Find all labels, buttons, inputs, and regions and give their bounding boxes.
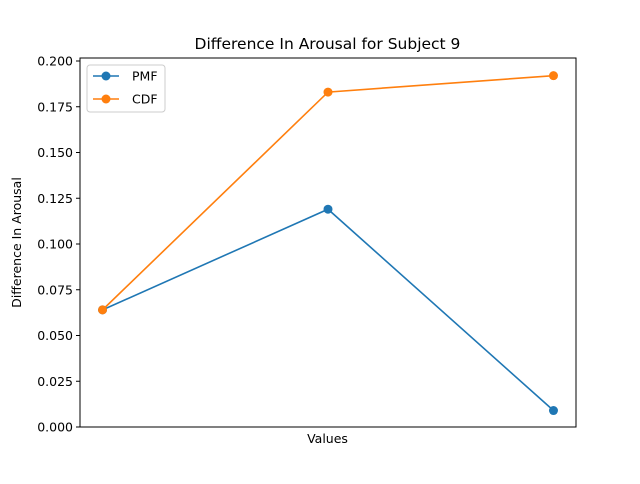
y-axis-label: Difference In Arousal [9,177,24,308]
legend-marker-pmf [101,71,111,81]
series-line-pmf [102,208,555,412]
y-tick-label: 0.200 [37,54,73,69]
y-tick-label: 0.100 [37,237,73,252]
y-tick-label: 0.150 [37,145,73,160]
x-axis-label: Values [307,431,348,446]
legend-label-pmf: PMF [132,69,158,84]
y-tick-label: 0.075 [37,282,73,297]
chart-title: Difference In Arousal for Subject 9 [195,35,461,53]
series-line-cdf [101,74,554,311]
legend: PMF CDF [86,64,166,113]
y-tick-label: 0.000 [37,420,73,435]
data-point-cdf [548,71,558,81]
plot-area: 0.000 0.025 0.050 0.075 0.100 0.125 0.150 0.175… [37,54,577,435]
data-point-cdf [323,87,333,97]
series-layer [98,71,558,416]
plot-frame [79,57,577,428]
data-point-cdf [98,305,108,315]
y-tick-label: 0.175 [37,99,73,114]
data-point-pmf [548,406,558,416]
y-tick-label: 0.050 [37,328,73,343]
y-axis: 0.000 0.025 0.050 0.075 0.100 0.125 0.150 0.175… [37,54,80,435]
y-tick-label: 0.125 [37,191,73,206]
legend-label-cdf: CDF [132,92,158,107]
data-point-pmf [323,204,333,214]
y-tick-label: 0.025 [37,374,73,389]
legend-marker-cdf [101,94,111,104]
